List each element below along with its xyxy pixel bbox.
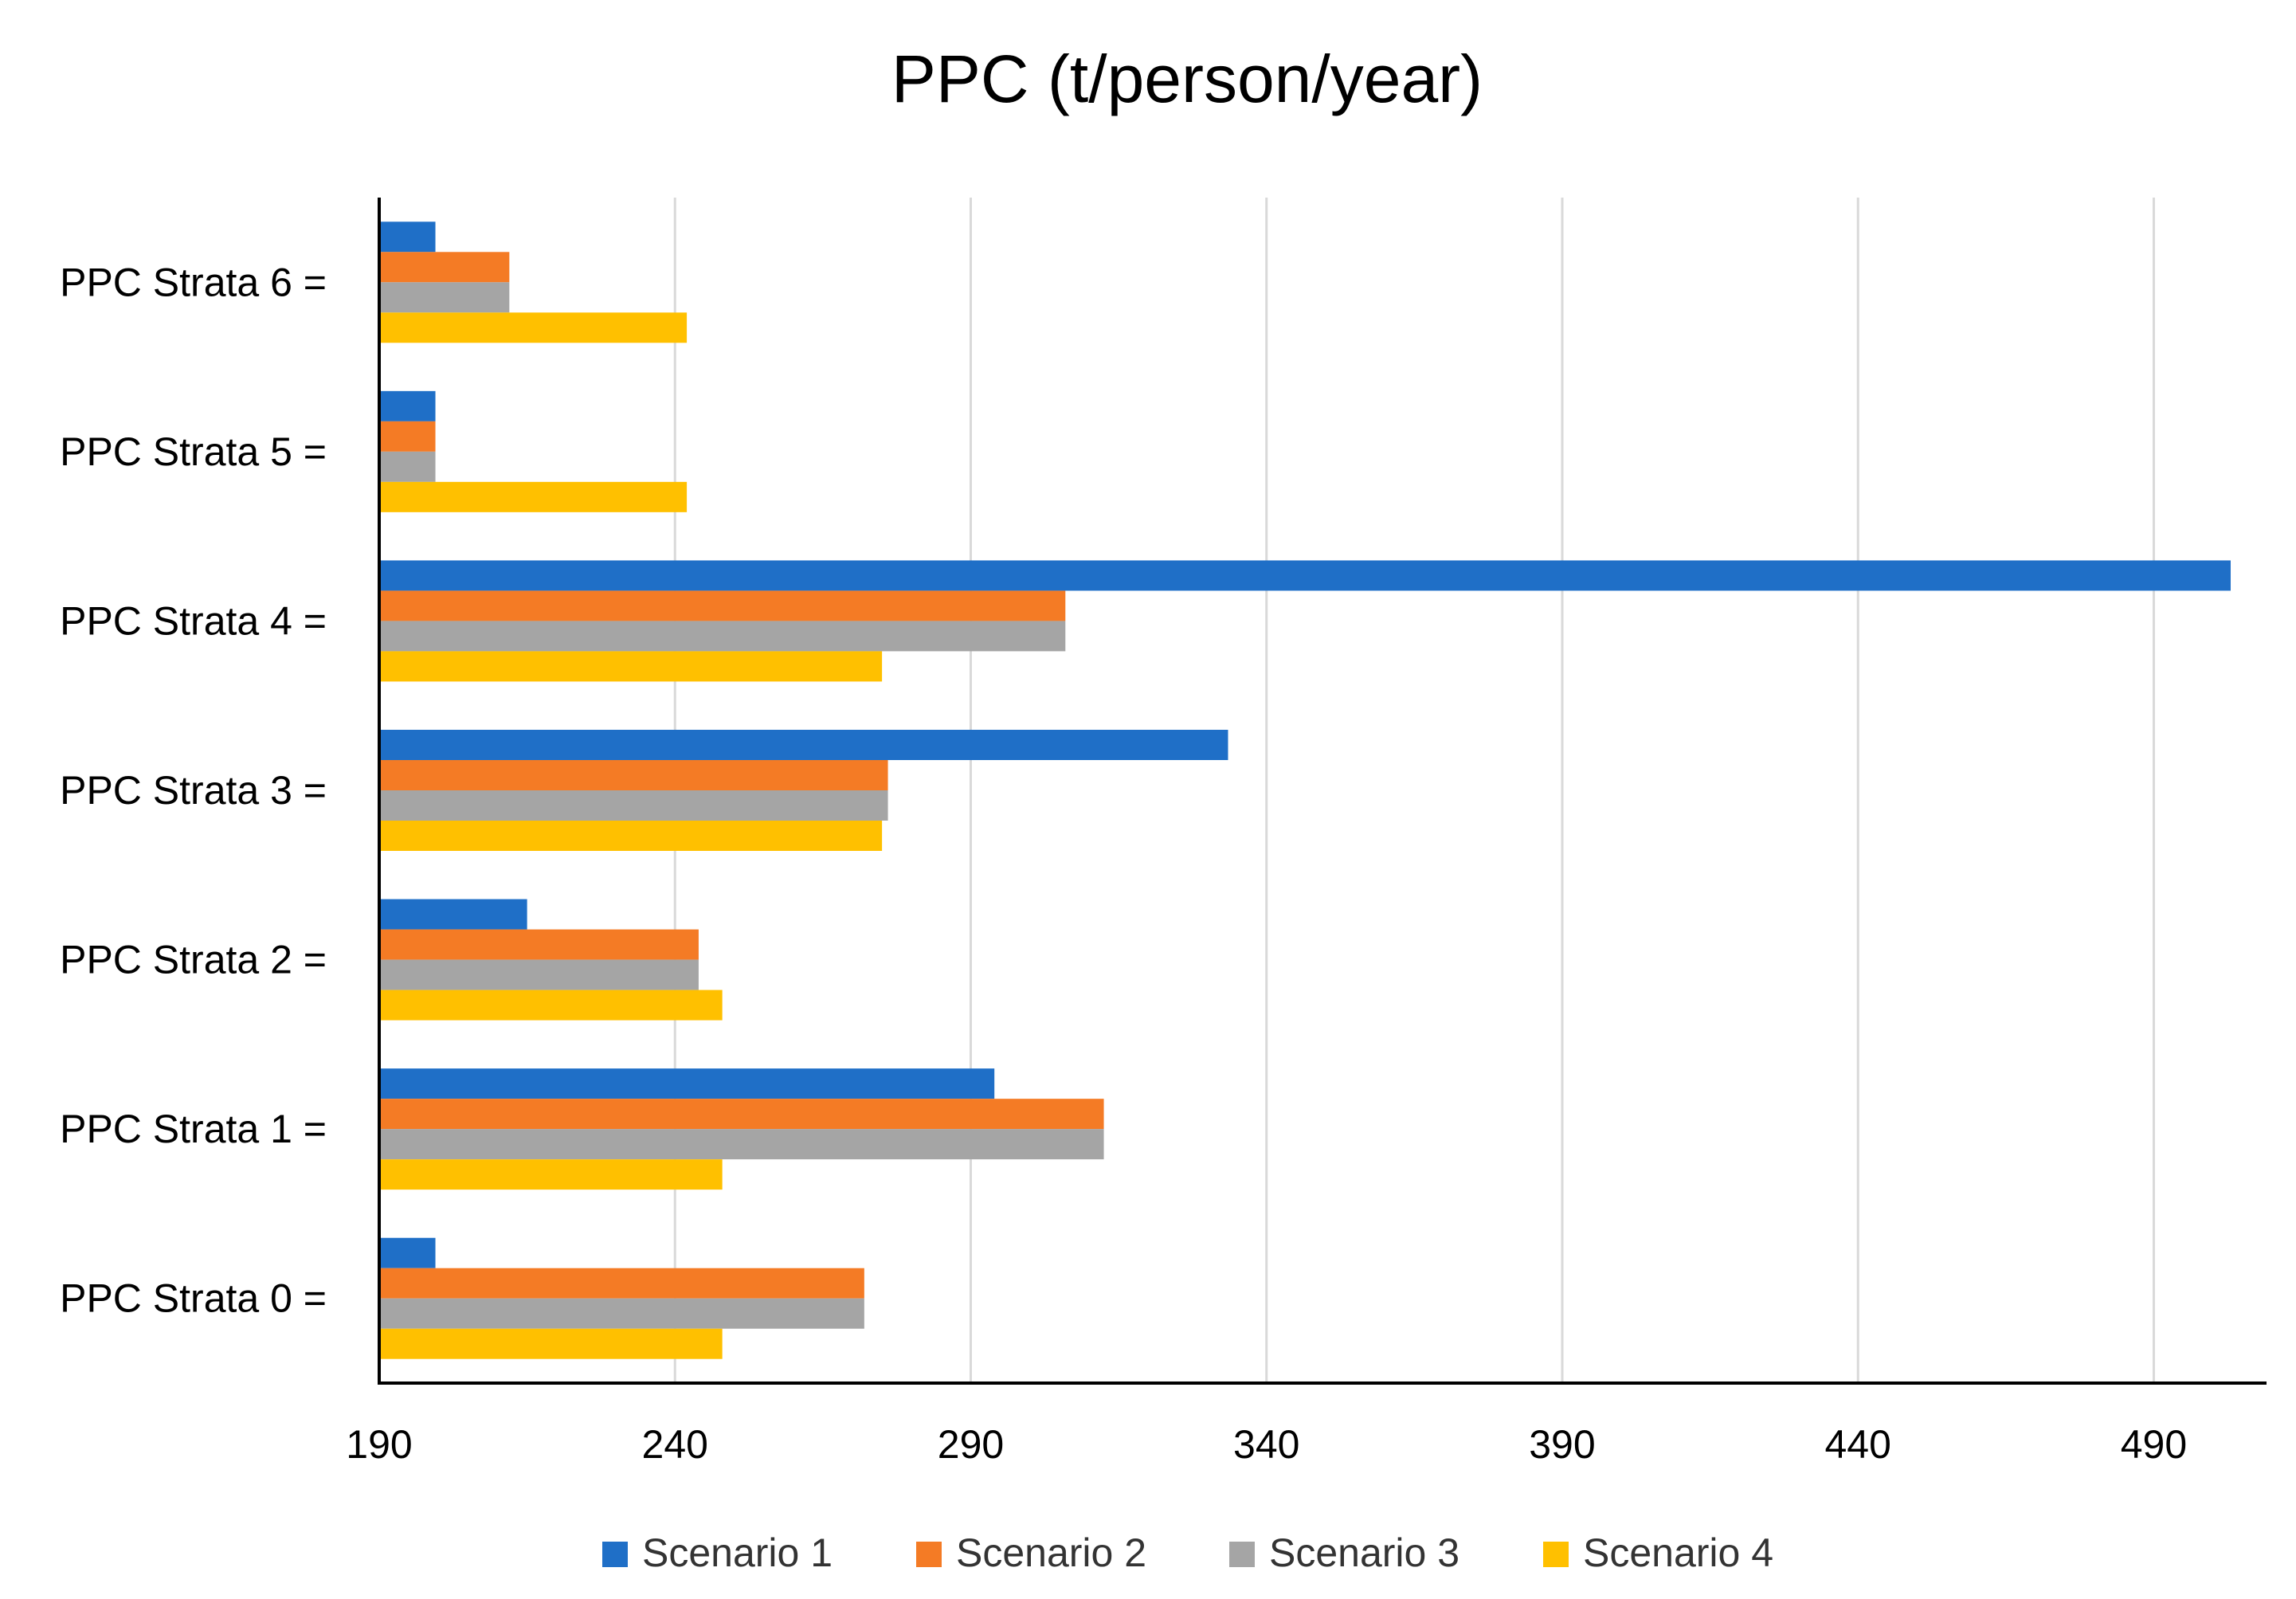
legend-label: Scenario 3 — [1269, 1530, 1459, 1575]
bar-scenario-4 — [379, 990, 723, 1021]
bar-scenario-2 — [379, 1268, 864, 1299]
bar-scenario-2 — [379, 590, 1066, 621]
category-label: PPC Strata 0 = — [60, 1276, 327, 1321]
legend-label: Scenario 1 — [642, 1530, 833, 1575]
tick-labels: 190 240 290 340 390 440 490 — [346, 1422, 2187, 1467]
bar-scenario-4 — [379, 651, 883, 682]
legend-swatch — [1543, 1542, 1569, 1567]
x-tick-label: 440 — [1825, 1422, 1891, 1467]
bars — [379, 221, 2231, 1359]
bar-scenario-1 — [379, 560, 2231, 591]
x-tick-label: 190 — [346, 1422, 412, 1467]
x-tick-label: 490 — [2121, 1422, 2187, 1467]
bar-scenario-1 — [379, 1237, 436, 1268]
chart-title: PPC (t/person/year) — [891, 41, 1483, 116]
bar-scenario-3 — [379, 790, 888, 821]
legend-label: Scenario 4 — [1583, 1530, 1773, 1575]
legend-label: Scenario 2 — [956, 1530, 1146, 1575]
legend-swatch — [1229, 1542, 1255, 1567]
bar-scenario-1 — [379, 221, 436, 253]
bar-scenario-4 — [379, 1159, 723, 1190]
bar-scenario-2 — [379, 760, 888, 790]
bar-scenario-2 — [379, 1099, 1104, 1130]
bar-scenario-1 — [379, 730, 1228, 760]
x-tick-label: 290 — [938, 1422, 1004, 1467]
bar-scenario-4 — [379, 312, 688, 343]
category-label: PPC Strata 3 = — [60, 768, 327, 813]
bar-scenario-2 — [379, 252, 510, 283]
bar-scenario-2 — [379, 929, 699, 960]
bar-scenario-2 — [379, 421, 436, 452]
legend-swatch — [602, 1542, 628, 1567]
x-tick-label: 390 — [1529, 1422, 1595, 1467]
category-label: PPC Strata 5 = — [60, 429, 327, 474]
bar-scenario-3 — [379, 621, 1066, 652]
category-label: PPC Strata 1 = — [60, 1107, 327, 1151]
category-label: PPC Strata 4 = — [60, 598, 327, 643]
bar-scenario-1 — [379, 1068, 995, 1099]
bar-scenario-3 — [379, 451, 436, 482]
bar-scenario-1 — [379, 390, 436, 421]
legend-swatch — [916, 1542, 942, 1567]
category-label: PPC Strata 6 = — [60, 260, 327, 304]
bar-scenario-3 — [379, 959, 699, 990]
legend: Scenario 1 Scenario 2 Scenario 3 Scenario 4 — [602, 1530, 1773, 1575]
bar-scenario-4 — [379, 1328, 723, 1359]
bar-scenario-3 — [379, 282, 510, 313]
x-tick-label: 340 — [1233, 1422, 1299, 1467]
category-labels: PPC Strata 6 = PPC Strata 5 = PPC Strata 4… — [60, 260, 327, 1320]
bar-scenario-3 — [379, 1129, 1104, 1160]
gridlines — [673, 198, 2155, 1383]
bar-scenario-4 — [379, 821, 883, 851]
bar-scenario-1 — [379, 899, 527, 930]
bar-scenario-4 — [379, 481, 688, 512]
category-label: PPC Strata 2 = — [60, 938, 327, 982]
x-tick-label: 240 — [642, 1422, 708, 1467]
axes — [378, 198, 2267, 1385]
bar-scenario-3 — [379, 1298, 864, 1329]
